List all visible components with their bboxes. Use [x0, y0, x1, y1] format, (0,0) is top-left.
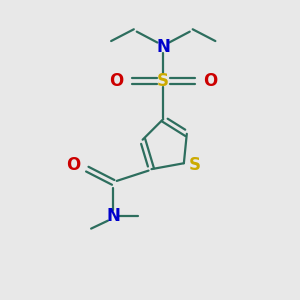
Text: S: S: [157, 72, 169, 90]
Text: O: O: [109, 72, 123, 90]
Text: O: O: [204, 72, 218, 90]
Text: N: N: [106, 207, 120, 225]
Text: N: N: [156, 38, 170, 56]
Text: O: O: [66, 156, 80, 174]
Text: S: S: [189, 156, 201, 174]
